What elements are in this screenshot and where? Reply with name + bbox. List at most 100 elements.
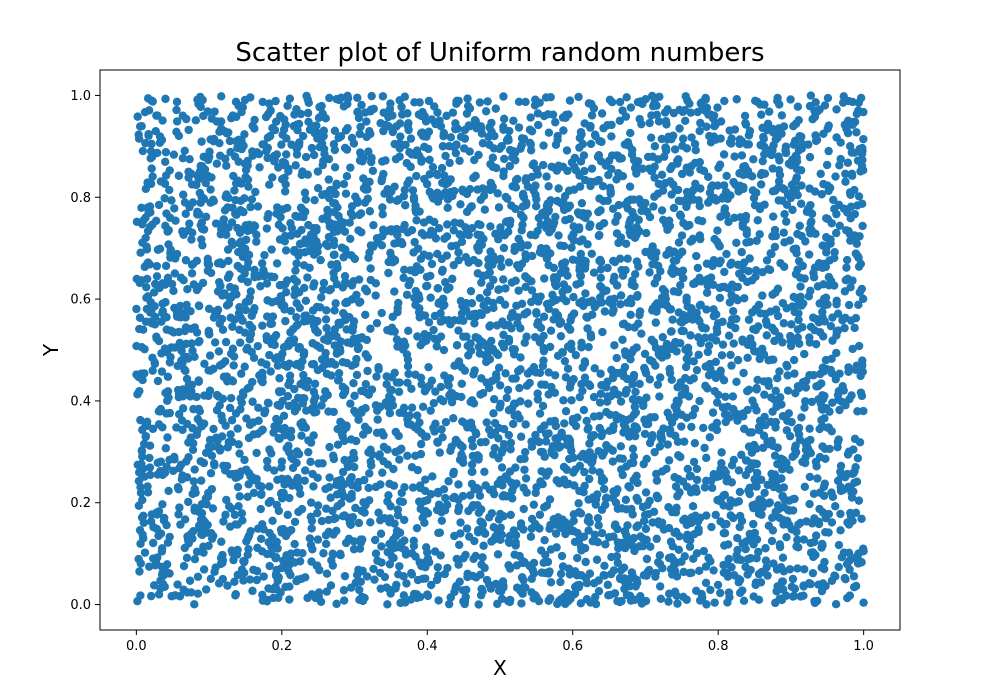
scatter-point <box>585 381 595 391</box>
scatter-point <box>623 298 632 307</box>
scatter-point <box>825 183 835 193</box>
scatter-point <box>326 493 335 502</box>
scatter-point <box>169 150 179 159</box>
scatter-point <box>843 593 852 603</box>
scatter-point <box>243 492 252 502</box>
scatter-point <box>596 265 606 274</box>
scatter-point <box>407 225 417 235</box>
scatter-point <box>794 115 803 125</box>
scatter-point <box>783 371 792 380</box>
scatter-point <box>620 347 630 356</box>
scatter-point <box>284 401 294 411</box>
scatter-point <box>437 425 446 434</box>
scatter-point <box>575 133 585 143</box>
scatter-point <box>182 374 192 384</box>
scatter-point <box>670 145 680 154</box>
scatter-point <box>340 511 349 520</box>
scatter-point <box>204 304 214 314</box>
scatter-point <box>709 469 718 479</box>
scatter-point <box>791 441 800 450</box>
scatter-point <box>174 410 184 419</box>
scatter-point <box>714 163 723 173</box>
scatter-point <box>179 230 188 239</box>
scatter-point <box>711 135 720 144</box>
scatter-point <box>638 164 647 173</box>
scatter-point <box>664 132 673 142</box>
scatter-point <box>172 105 181 115</box>
scatter-point <box>560 191 570 201</box>
scatter-point <box>152 111 161 120</box>
scatter-point <box>272 414 281 424</box>
scatter-point <box>362 132 371 142</box>
scatter-point <box>309 387 319 397</box>
scatter-point <box>449 226 459 235</box>
scatter-point <box>500 154 509 164</box>
scatter-point <box>518 220 527 230</box>
scatter-point <box>163 227 172 236</box>
scatter-point <box>489 489 499 499</box>
scatter-point <box>433 108 442 117</box>
scatter-point <box>411 552 420 561</box>
scatter-point <box>173 361 182 371</box>
scatter-point <box>371 549 381 558</box>
scatter-point <box>480 205 490 214</box>
scatter-point <box>434 500 444 509</box>
scatter-point <box>642 228 651 238</box>
scatter-point <box>313 184 323 193</box>
scatter-point <box>457 363 466 372</box>
scatter-point <box>714 390 723 400</box>
scatter-point <box>276 292 286 301</box>
scatter-point <box>165 455 174 465</box>
scatter-point <box>564 434 574 443</box>
scatter-point <box>459 554 468 563</box>
scatter-point <box>514 234 523 244</box>
scatter-point <box>172 249 182 259</box>
scatter-point <box>544 299 554 309</box>
scatter-point <box>456 518 465 527</box>
scatter-point <box>742 238 751 247</box>
scatter-point <box>497 142 506 151</box>
scatter-point <box>273 400 282 410</box>
scatter-point <box>751 580 760 590</box>
scatter-point <box>623 254 632 263</box>
scatter-point <box>818 539 827 549</box>
scatter-point <box>789 121 798 131</box>
scatter-point <box>620 362 630 372</box>
scatter-point <box>223 581 232 590</box>
scatter-point <box>722 171 731 181</box>
scatter-point <box>416 373 426 383</box>
scatter-point <box>306 498 316 507</box>
scatter-point <box>134 476 144 486</box>
scatter-point <box>799 299 808 308</box>
scatter-point <box>158 470 167 480</box>
scatter-point <box>370 535 380 545</box>
scatter-point <box>700 483 710 492</box>
scatter-point <box>162 462 171 472</box>
scatter-point <box>783 190 793 200</box>
scatter-point <box>249 430 258 439</box>
scatter-point <box>241 165 251 175</box>
scatter-point <box>476 220 485 230</box>
scatter-point <box>754 322 763 331</box>
scatter-point <box>520 447 530 457</box>
scatter-point <box>752 406 761 415</box>
scatter-point <box>454 326 463 335</box>
scatter-point <box>339 586 349 595</box>
scatter-point <box>470 485 479 494</box>
scatter-point <box>406 420 416 429</box>
scatter-point <box>423 548 432 557</box>
scatter-point <box>583 425 592 434</box>
scatter-point <box>271 96 280 106</box>
scatter-point <box>713 319 723 328</box>
scatter-point <box>509 116 518 125</box>
scatter-point <box>717 448 726 457</box>
scatter-point <box>286 433 296 442</box>
scatter-point <box>376 529 386 538</box>
scatter-point <box>440 300 449 309</box>
scatter-point <box>330 126 340 136</box>
scatter-point <box>650 192 659 201</box>
scatter-point <box>356 122 365 132</box>
scatter-point <box>381 156 390 165</box>
scatter-point <box>828 313 837 322</box>
scatter-point <box>691 146 700 155</box>
